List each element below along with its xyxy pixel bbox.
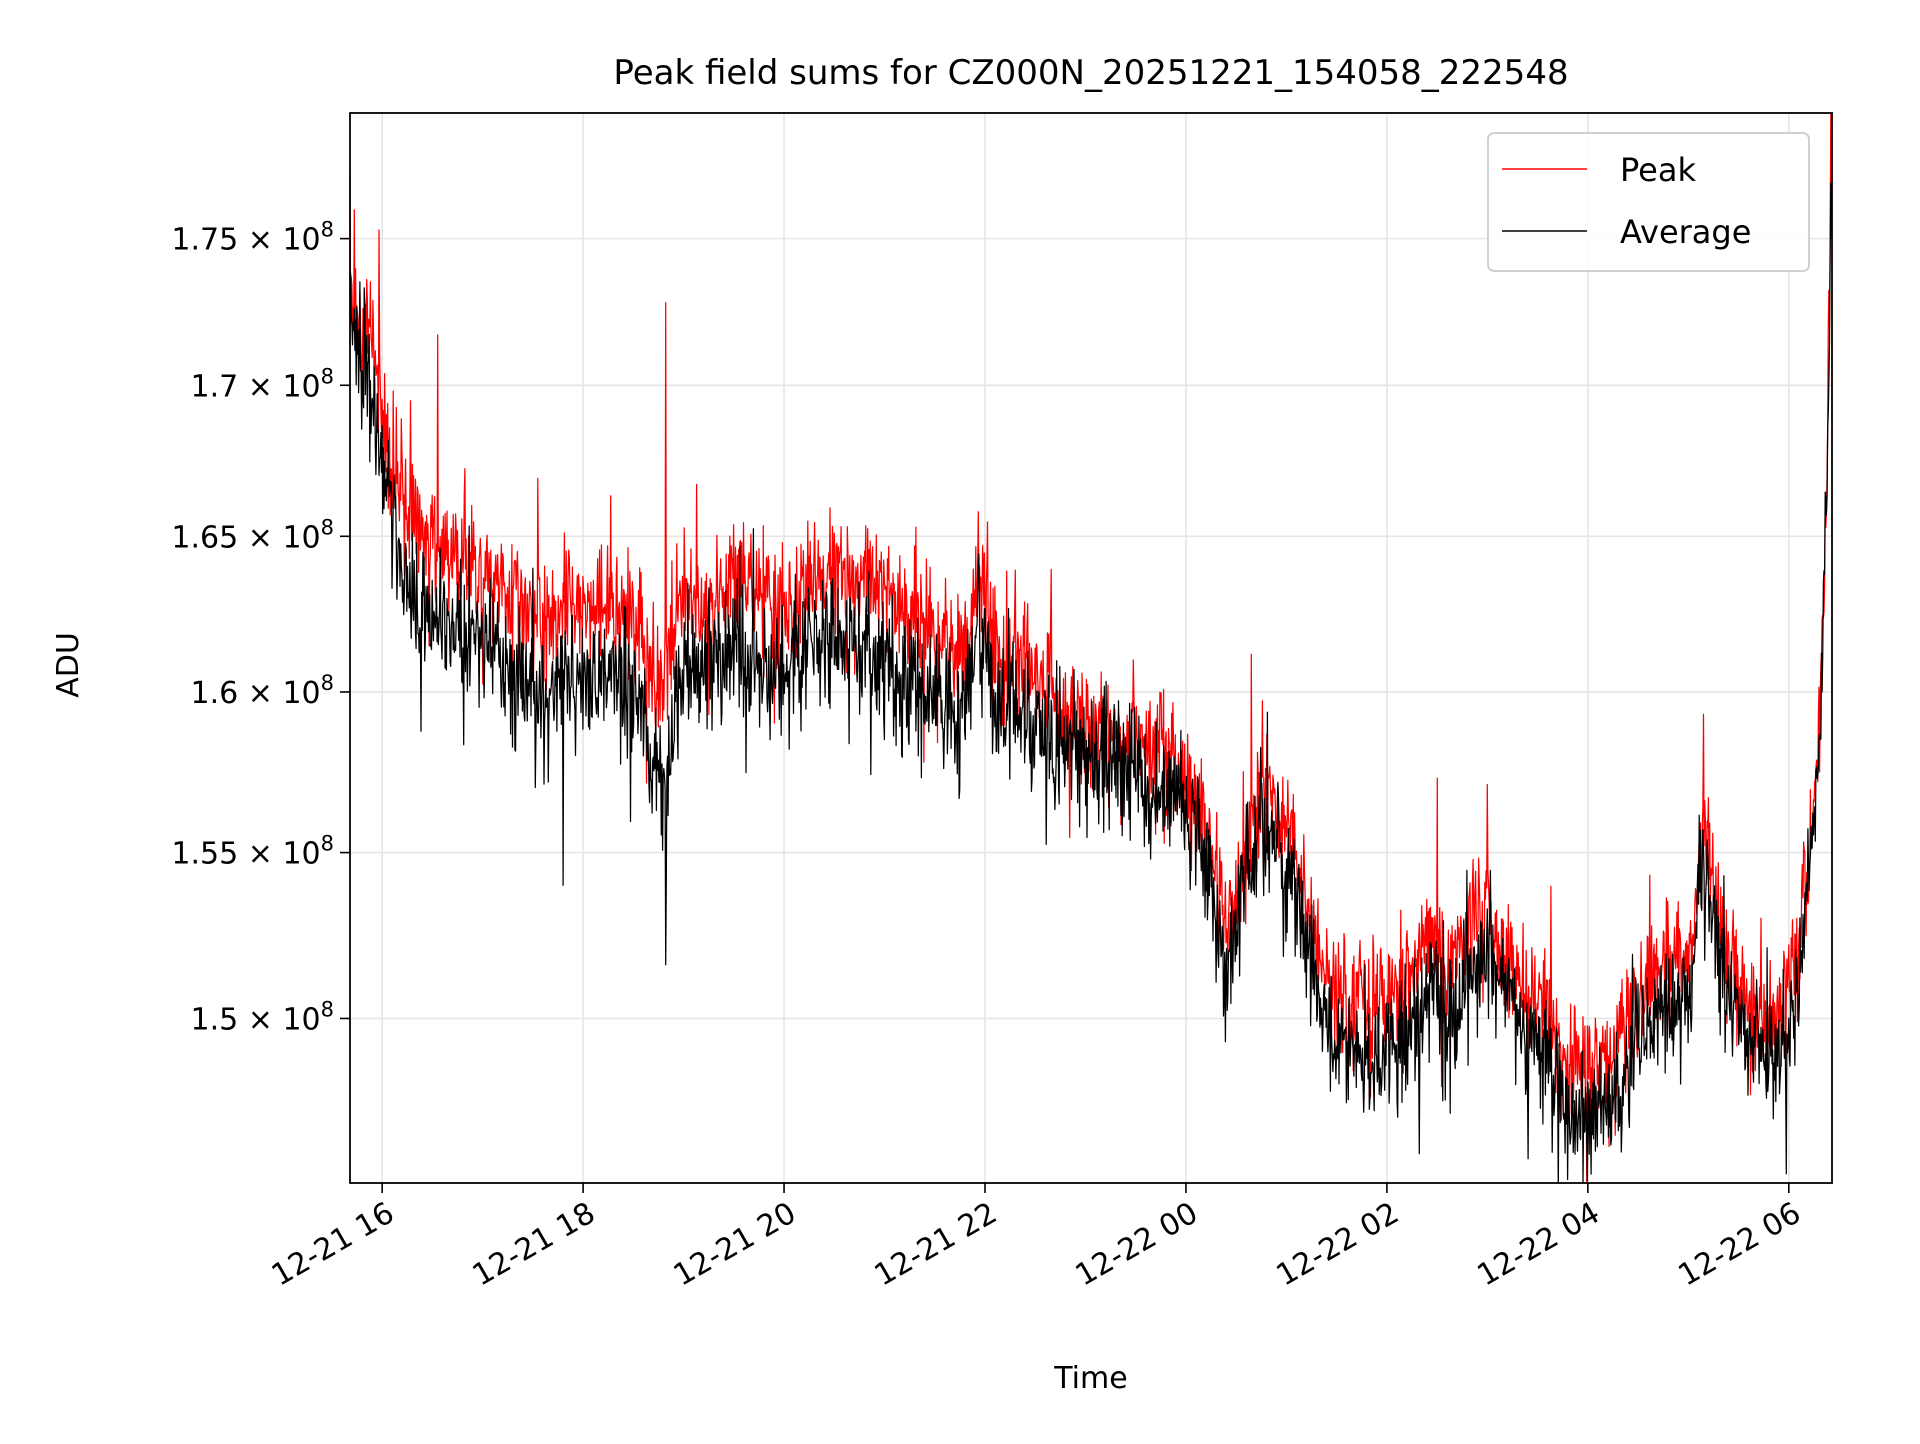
y-tick-mantissa: 1.75	[171, 223, 247, 258]
y-tick-mantissa: 1.6	[191, 676, 248, 711]
y-tick-exponent: 8	[321, 515, 334, 539]
y-tick-mantissa: 1.5	[191, 1002, 248, 1037]
y-tick-label: 1.7 × 108	[191, 364, 334, 404]
y-tick-label: 1.6 × 108	[191, 671, 334, 711]
y-tick-mantissa: 1.65	[171, 520, 247, 555]
plot-frame	[349, 112, 1833, 1184]
y-tick-exponent: 8	[321, 671, 334, 695]
x-axis-label: Time	[1053, 1361, 1127, 1396]
y-tick-mantissa: 1.55	[171, 837, 247, 872]
y-tick-label: 1.55 × 108	[171, 832, 334, 872]
y-tick-label: 1.65 × 108	[171, 515, 334, 555]
y-tick-exponent: 8	[321, 364, 334, 388]
y-tick-base: × 10	[248, 223, 321, 258]
y-tick-base: × 10	[248, 1002, 321, 1037]
series-line-average	[350, 140, 1832, 1183]
y-tick-label: 1.5 × 108	[191, 997, 334, 1037]
y-tick-exponent: 8	[321, 997, 334, 1021]
chart-title: Peak field sums for CZ000N_20251221_1540…	[613, 53, 1568, 93]
legend-box	[1487, 132, 1810, 272]
y-tick-mantissa: 1.7	[191, 369, 248, 404]
y-axis-label: ADU	[51, 632, 86, 698]
legend-label-average: Average	[1620, 213, 1751, 251]
y-tick-base: × 10	[248, 520, 321, 555]
y-tick-exponent: 8	[321, 218, 334, 242]
legend: Peak Average	[1487, 132, 1810, 272]
legend-label-peak: Peak	[1620, 151, 1696, 189]
y-tick-label: 1.75 × 108	[171, 218, 334, 258]
y-tick-base: × 10	[248, 676, 321, 711]
grid-layer	[350, 113, 1832, 1183]
y-tick-base: × 10	[248, 369, 321, 404]
y-tick-exponent: 8	[321, 832, 334, 856]
y-tick-base: × 10	[248, 837, 321, 872]
series-layer	[350, 113, 1832, 1183]
